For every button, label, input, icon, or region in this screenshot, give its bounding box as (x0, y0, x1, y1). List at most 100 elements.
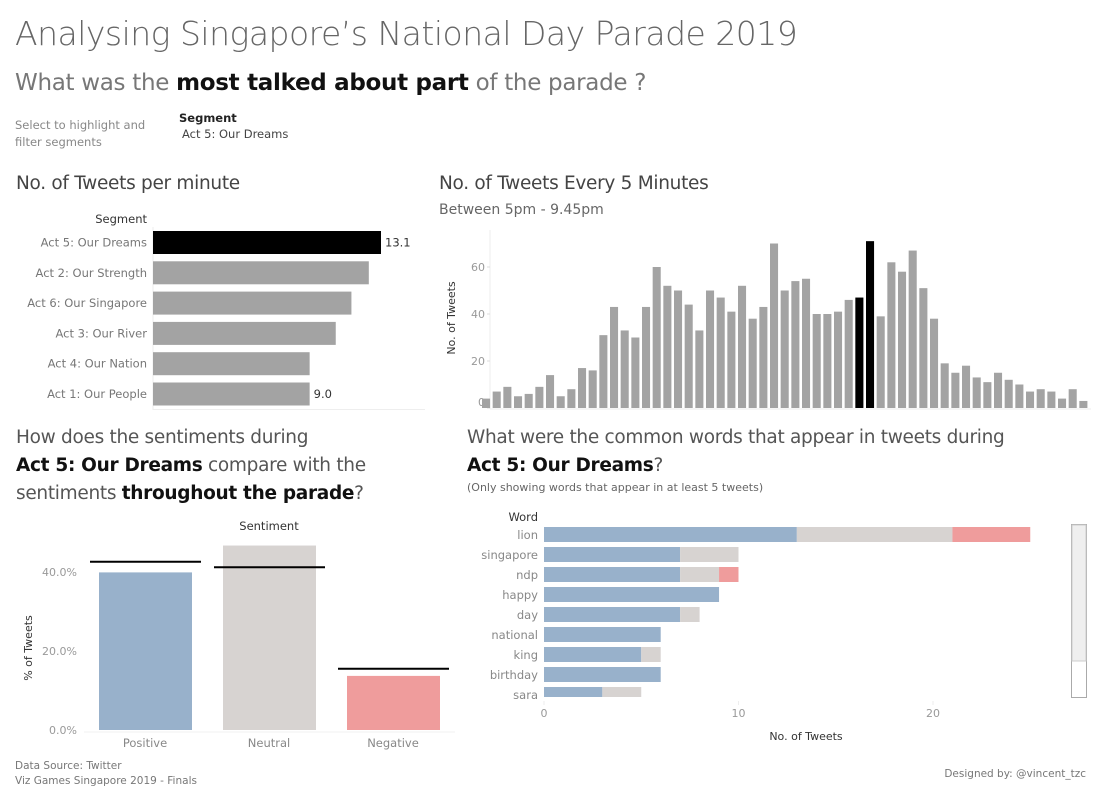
segment-bar[interactable] (153, 231, 381, 254)
scrollbar-thumb[interactable] (1071, 524, 1087, 662)
interval-bar[interactable] (759, 306, 768, 408)
interval-bar[interactable] (652, 267, 661, 408)
word-bar-neutral[interactable] (680, 547, 739, 562)
interval-bar[interactable] (1079, 400, 1088, 408)
interval-bar[interactable] (930, 318, 939, 408)
interval-bar[interactable] (834, 311, 843, 408)
interval-bar[interactable] (1068, 389, 1077, 408)
interval-bar[interactable] (983, 382, 992, 408)
footer-left: Data Source: Twitter Viz Games Singapore… (15, 759, 197, 789)
interval-bar[interactable] (727, 311, 736, 408)
sentiment-q-line1: How does the sentiments during (16, 427, 309, 448)
word-bar-positive[interactable] (544, 607, 681, 622)
interval-bar[interactable] (919, 288, 928, 408)
interval-bar[interactable] (866, 241, 875, 408)
subtitle-bold: most talked about part (176, 70, 469, 96)
interval-bar[interactable] (642, 306, 651, 408)
interval-bar[interactable] (556, 396, 565, 408)
interval-bar[interactable] (482, 398, 491, 408)
interval-bar[interactable] (791, 281, 800, 408)
interval-bar[interactable] (770, 243, 779, 409)
word-bar-neutral[interactable] (602, 687, 642, 697)
interval-bar[interactable] (1015, 384, 1024, 409)
interval-bar[interactable] (812, 314, 821, 408)
word-bar-negative[interactable] (952, 527, 1031, 542)
interval-bar[interactable] (663, 285, 672, 408)
interval-bar[interactable] (524, 393, 533, 408)
interval-bar[interactable] (610, 306, 619, 408)
word-bar-positive[interactable] (544, 527, 797, 542)
words-question: What were the common words that appear i… (467, 424, 1005, 480)
interval-bar[interactable] (780, 290, 789, 409)
sentiment-bar[interactable] (99, 572, 192, 730)
interval-bar[interactable] (674, 290, 683, 409)
word-bar-negative[interactable] (719, 567, 739, 582)
word-bar-neutral[interactable] (680, 567, 720, 582)
word-bar-positive[interactable] (544, 647, 642, 662)
interval-bar[interactable] (1058, 398, 1067, 408)
segment-bar[interactable] (153, 261, 369, 285)
interval-bar[interactable] (567, 389, 576, 408)
interval-bar[interactable] (535, 386, 544, 408)
word-bar-positive[interactable] (544, 687, 603, 697)
interval-bar[interactable] (844, 299, 853, 408)
word-bar-positive[interactable] (544, 547, 681, 562)
interval-bar[interactable] (962, 365, 971, 408)
interval-bar[interactable] (492, 391, 501, 408)
segment-bar[interactable] (153, 321, 336, 345)
interval-bar[interactable] (514, 396, 523, 408)
every5-title: No. of Tweets Every 5 Minutes (439, 173, 709, 194)
interval-bar[interactable] (972, 377, 981, 408)
word-bar-neutral[interactable] (641, 647, 661, 662)
interval-bar[interactable] (951, 372, 960, 408)
word-label: singapore (481, 548, 538, 562)
words-chart: Word lion singapore ndp happy day national king… (481, 510, 1087, 743)
segment-label: Act 5: Our Dreams (41, 236, 147, 250)
word-bar-positive[interactable] (544, 667, 661, 682)
interval-bar[interactable] (706, 290, 715, 409)
interval-bar[interactable] (695, 330, 704, 408)
sentiment-bar[interactable] (223, 545, 316, 730)
word-bar-neutral[interactable] (796, 527, 953, 542)
interval-bar[interactable] (908, 250, 917, 408)
interval-bar[interactable] (994, 372, 1003, 408)
interval-bar[interactable] (1036, 389, 1045, 408)
interval-bar[interactable] (578, 368, 587, 408)
interval-bar[interactable] (1047, 391, 1056, 408)
interval-bar[interactable] (546, 375, 555, 408)
sentiment-bar[interactable] (347, 675, 440, 730)
interval-bar[interactable] (855, 297, 864, 408)
word-label: lion (517, 528, 538, 542)
interval-bar[interactable] (1004, 379, 1013, 408)
x-axis-title: No. of Tweets (769, 730, 843, 743)
segment-bar[interactable] (153, 291, 352, 315)
interval-bar[interactable] (940, 363, 949, 408)
interval-bar[interactable] (823, 314, 832, 408)
interval-bar[interactable] (716, 297, 725, 408)
interval-bar[interactable] (684, 304, 693, 408)
interval-bar[interactable] (748, 318, 757, 408)
word-bar-neutral[interactable] (680, 607, 700, 622)
sentiment-label: Neutral (248, 736, 290, 750)
segment-bar[interactable] (153, 352, 310, 376)
segment-filter-value[interactable]: Act 5: Our Dreams (182, 127, 289, 141)
interval-bar[interactable] (876, 316, 885, 408)
word-label: birthday (490, 668, 538, 682)
word-label: king (514, 648, 538, 662)
interval-bar[interactable] (898, 271, 907, 408)
interval-bar[interactable] (503, 386, 512, 408)
word-bar-positive[interactable] (544, 587, 720, 602)
sentiment-label: Positive (123, 736, 167, 750)
word-bar-positive[interactable] (544, 627, 661, 642)
interval-bar[interactable] (599, 335, 608, 408)
interval-bar[interactable] (631, 337, 640, 409)
interval-bar[interactable] (802, 278, 811, 408)
interval-bar[interactable] (588, 370, 597, 408)
axis-title-word: Word (508, 510, 538, 524)
interval-bar[interactable] (1026, 391, 1035, 408)
word-bar-positive[interactable] (544, 567, 681, 582)
interval-bar[interactable] (620, 330, 629, 408)
interval-bar[interactable] (887, 262, 896, 408)
interval-bar[interactable] (738, 285, 747, 408)
segment-bar[interactable] (153, 382, 310, 406)
